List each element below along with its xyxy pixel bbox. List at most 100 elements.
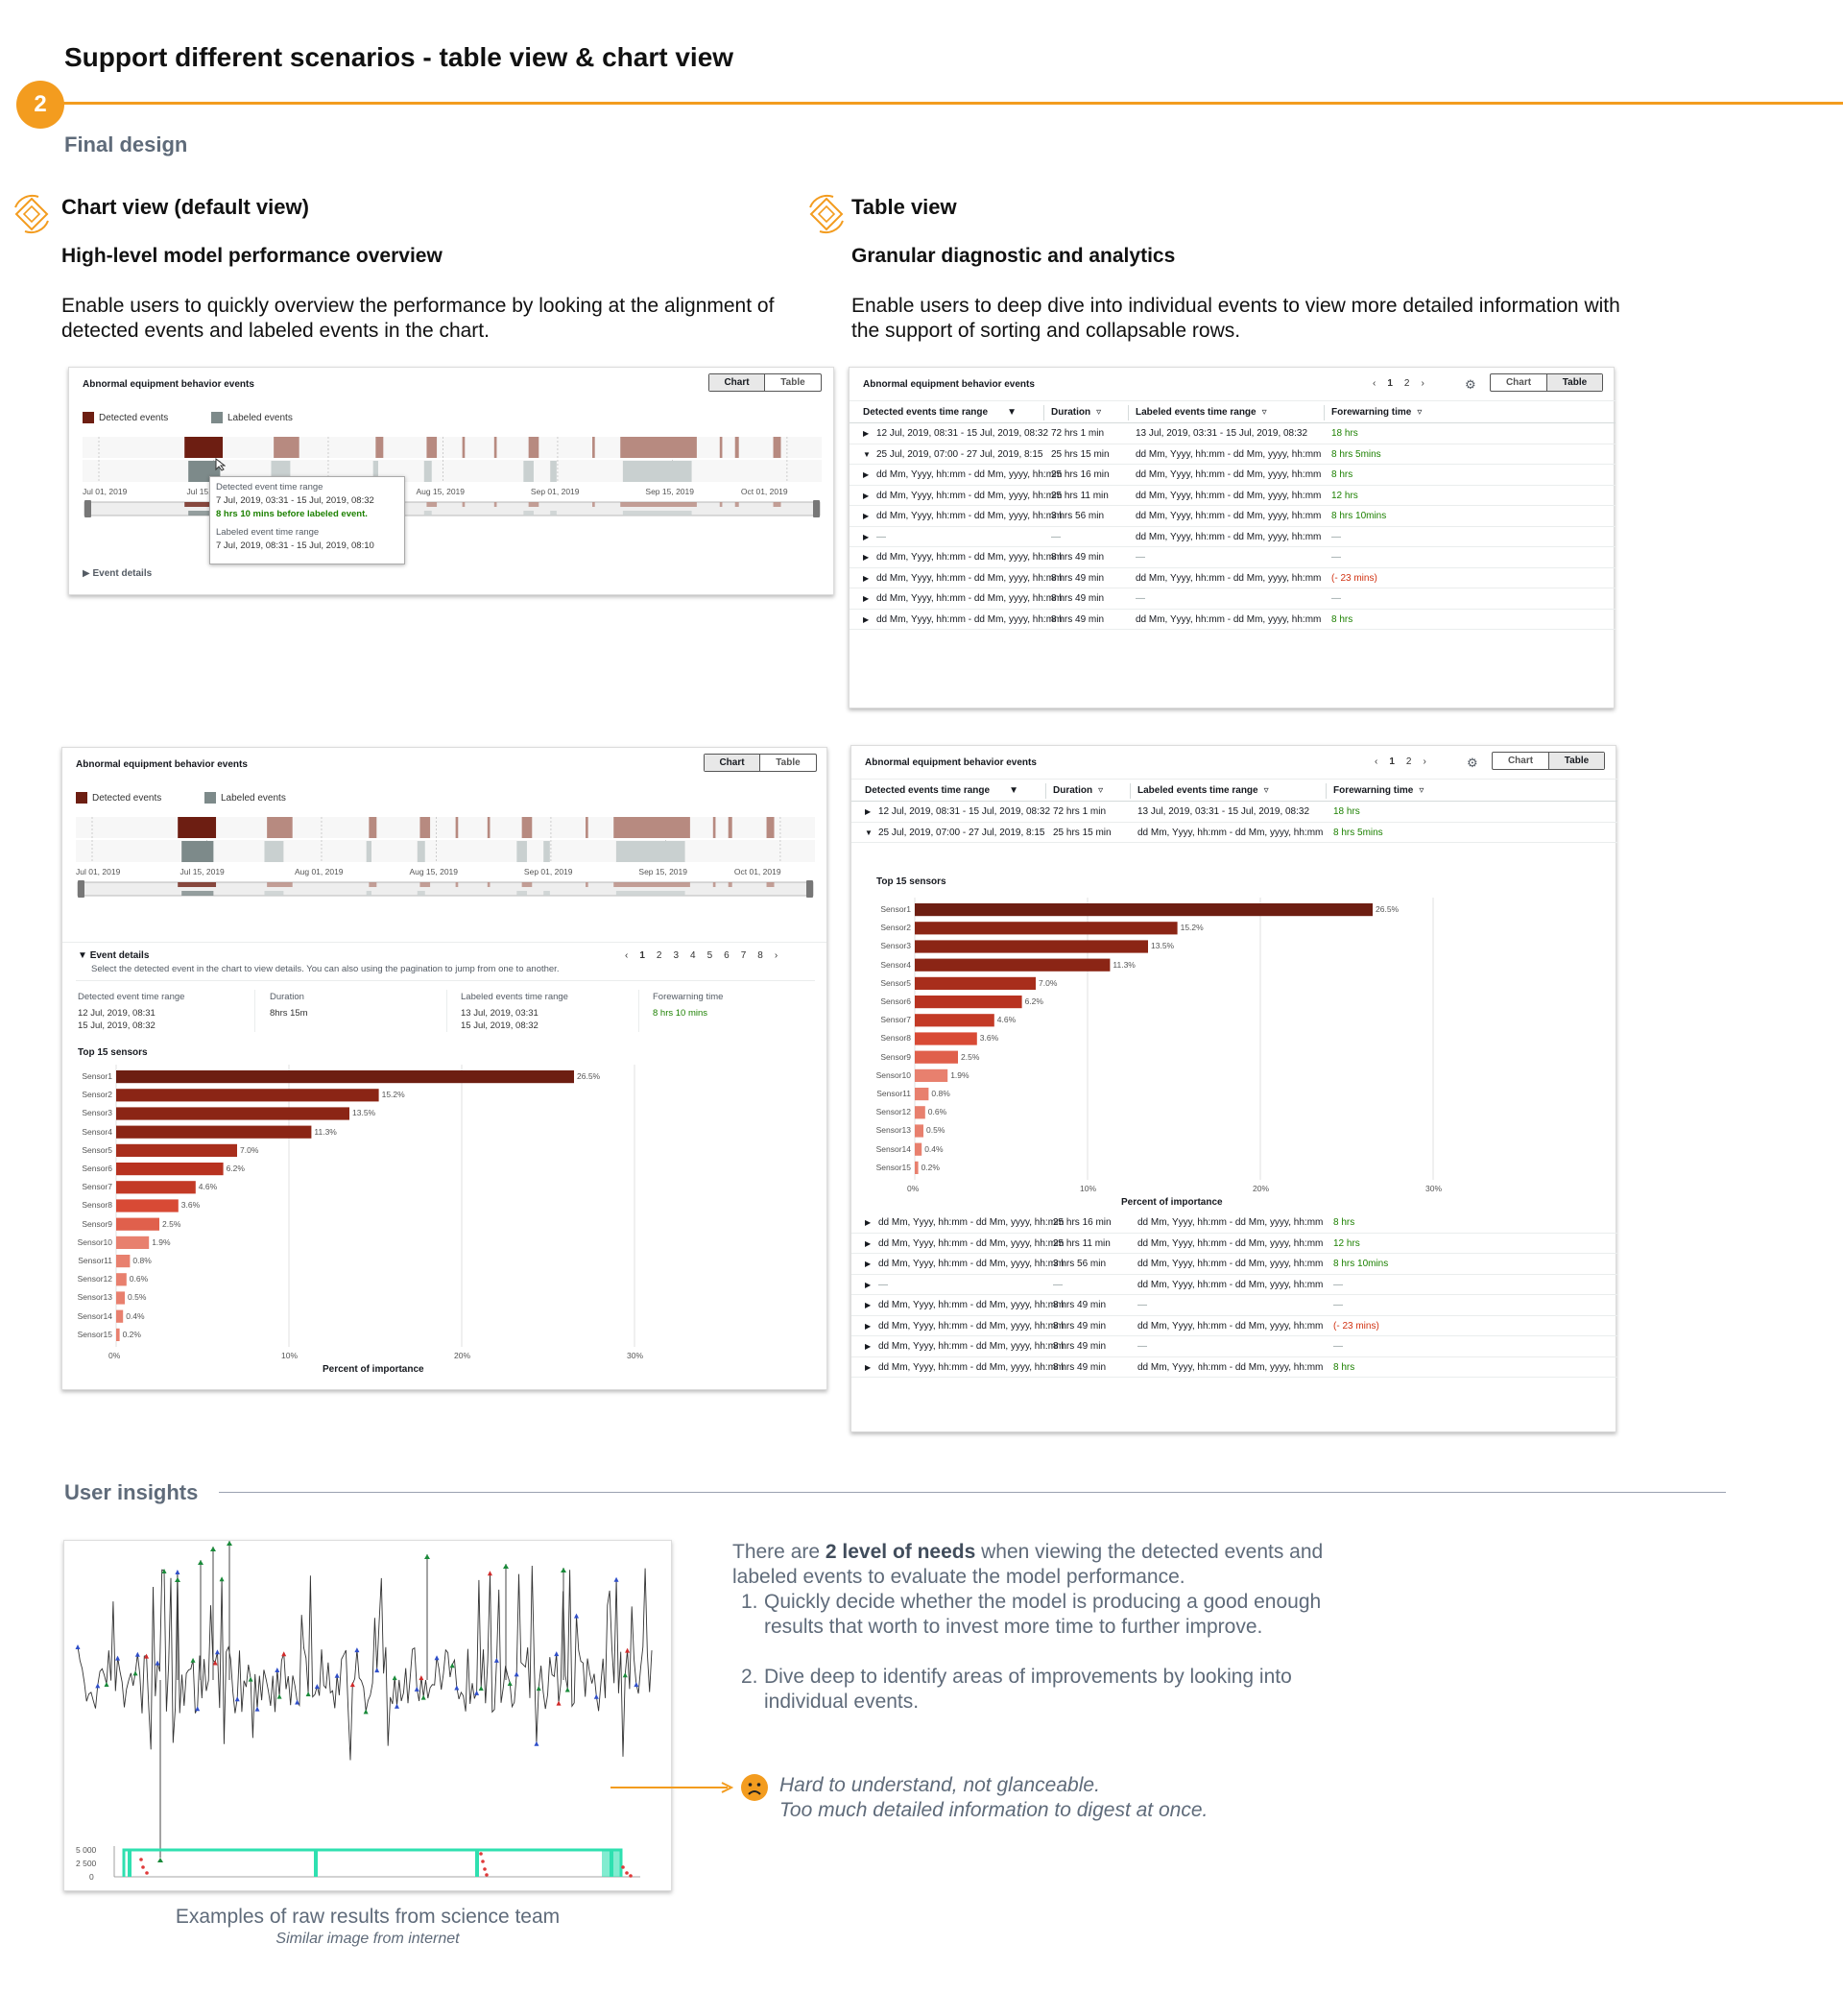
table-pagination[interactable]: ‹ 1 2 › [1375, 756, 1426, 767]
page-2[interactable]: 2 [1403, 378, 1410, 389]
detected-event-bar[interactable] [369, 817, 377, 838]
sort-icon[interactable]: ▿ [1417, 407, 1423, 418]
column-header[interactable]: Duration ▿ [1053, 785, 1104, 796]
table-row[interactable]: ▶ dd Mm, Yyyy, hh:mm - dd Mm, yyyy, hh:mm… [850, 506, 1616, 527]
page-2[interactable]: 2 [656, 950, 662, 961]
next-page-icon[interactable]: › [1423, 756, 1426, 767]
range-handle-right[interactable] [806, 880, 813, 898]
caret-right-icon[interactable]: ▶ [863, 491, 870, 500]
table-toggle-button[interactable]: Table [1548, 753, 1604, 769]
detected-event-bar[interactable] [586, 817, 588, 838]
column-header[interactable]: Forewarning time ▿ [1331, 407, 1423, 418]
labeled-event-bar[interactable] [523, 461, 534, 482]
detected-event-bar[interactable] [613, 817, 690, 838]
page-1[interactable]: 1 [1389, 756, 1395, 767]
chart-toggle-button[interactable]: Chart [705, 755, 760, 771]
detected-event-bar[interactable] [734, 437, 739, 458]
view-toggle[interactable]: Chart Table [708, 373, 822, 392]
table-row[interactable]: ▶ dd Mm, Yyyy, hh:mm - dd Mm, yyyy, hh:mm… [850, 588, 1616, 610]
column-header[interactable]: Labeled events time range ▿ [1137, 785, 1269, 796]
page-1[interactable]: 1 [639, 950, 645, 961]
labeled-event-bar[interactable] [550, 461, 557, 482]
next-page-icon[interactable]: › [1421, 378, 1424, 389]
table-row[interactable]: ▶ — — dd Mm, Yyyy, hh:mm - dd Mm, yyyy, hh:… [851, 1275, 1617, 1295]
range-handle-left[interactable] [78, 880, 84, 898]
sort-icon[interactable]: ▼ [1007, 407, 1017, 418]
detected-event-bar[interactable] [719, 437, 723, 458]
detected-event-bar[interactable] [712, 817, 716, 838]
detected-event-bar[interactable] [620, 437, 697, 458]
table-row[interactable]: ▶ 12 Jul, 2019, 08:31 - 15 Jul, 2019, 08:… [850, 423, 1616, 444]
labeled-event-bar[interactable] [423, 461, 432, 482]
caret-right-icon[interactable]: ▶ [865, 1280, 872, 1289]
range-handle-right[interactable] [813, 500, 820, 517]
table-row[interactable]: ▶ dd Mm, Yyyy, hh:mm - dd Mm, yyyy, hh:mm… [850, 465, 1616, 486]
caret-right-icon[interactable]: ▶ [863, 470, 870, 479]
labeled-event-bar[interactable] [372, 461, 378, 482]
detected-event-bar[interactable] [455, 817, 459, 838]
table-row[interactable]: ▶ dd Mm, Yyyy, hh:mm - dd Mm, yyyy, hh:mm… [851, 1212, 1617, 1234]
detected-event-bar[interactable] [462, 437, 466, 458]
table-toggle-button[interactable]: Table [1546, 374, 1602, 391]
page-3[interactable]: 3 [673, 950, 680, 961]
table-row[interactable]: ▶ 12 Jul, 2019, 08:31 - 15 Jul, 2019, 08:… [851, 802, 1617, 823]
caret-right-icon[interactable]: ▶ [865, 1301, 872, 1309]
detected-event-bar[interactable] [773, 437, 781, 458]
timeline-svg[interactable] [76, 817, 815, 932]
detected-event-bar[interactable] [419, 817, 431, 838]
column-header[interactable]: Detected events time range ▼ [865, 785, 1018, 796]
caret-right-icon[interactable]: ▶ [863, 512, 870, 520]
table-row[interactable]: ▶ dd Mm, Yyyy, hh:mm - dd Mm, yyyy, hh:mm… [850, 547, 1616, 568]
labeled-event-bar[interactable] [181, 841, 214, 862]
detected-event-bar[interactable] [521, 817, 533, 838]
table-row[interactable]: ▶ dd Mm, Yyyy, hh:mm - dd Mm, yyyy, hh:mm… [850, 610, 1616, 630]
page-5[interactable]: 5 [706, 950, 713, 961]
caret-right-icon[interactable]: ▶ [863, 553, 870, 562]
sort-icon[interactable]: ▼ [1009, 785, 1018, 796]
detected-event-bar[interactable] [528, 437, 539, 458]
caret-right-icon[interactable]: ▶ [863, 532, 870, 541]
view-toggle[interactable]: Chart Table [704, 754, 817, 772]
gear-icon[interactable]: ⚙ [1467, 756, 1478, 770]
labeled-event-bar[interactable] [622, 461, 692, 482]
chart-toggle-button[interactable]: Chart [1507, 756, 1534, 766]
page-7[interactable]: 7 [740, 950, 747, 961]
detected-event-bar[interactable] [274, 437, 299, 458]
page-6[interactable]: 6 [724, 950, 730, 961]
table-row[interactable]: ▶ dd Mm, Yyyy, hh:mm - dd Mm, yyyy, hh:mm… [851, 1316, 1617, 1336]
caret-right-icon[interactable]: ▶ [865, 1362, 872, 1372]
detected-event-bar[interactable] [487, 817, 491, 838]
detected-event-bar[interactable] [766, 817, 775, 838]
column-header[interactable]: Duration ▿ [1051, 407, 1102, 418]
detected-event-bar[interactable] [728, 817, 732, 838]
table-row[interactable]: ▶ dd Mm, Yyyy, hh:mm - dd Mm, yyyy, hh:mm… [851, 1234, 1617, 1254]
table-toggle-button[interactable]: Table [776, 757, 801, 768]
table-row[interactable]: ▶ dd Mm, Yyyy, hh:mm - dd Mm, yyyy, hh:mm… [851, 1336, 1617, 1357]
caret-right-icon[interactable]: ▶ [865, 807, 872, 816]
caret-right-icon[interactable]: ▶ [865, 1218, 872, 1227]
detected-event-bar[interactable] [493, 437, 497, 458]
column-header[interactable]: Labeled events time range ▿ [1136, 407, 1267, 418]
labeled-event-bar[interactable] [264, 841, 284, 862]
table-row[interactable]: ▶ dd Mm, Yyyy, hh:mm - dd Mm, yyyy, hh:mm… [851, 1357, 1617, 1378]
caret-right-icon[interactable]: ▶ [865, 1238, 872, 1248]
range-handle-left[interactable] [84, 500, 91, 517]
labeled-event-bar[interactable] [417, 841, 425, 862]
table-row[interactable]: ▶ dd Mm, Yyyy, hh:mm - dd Mm, yyyy, hh:mm… [851, 1254, 1617, 1275]
prev-page-icon[interactable]: ‹ [1373, 378, 1376, 389]
detected-event-bar[interactable] [592, 437, 595, 458]
details-pagination[interactable]: ‹ 1 2 3 4 5 6 7 8 › [625, 950, 778, 961]
table-pagination[interactable]: ‹ 1 2 › [1373, 378, 1424, 389]
gear-icon[interactable]: ⚙ [1465, 377, 1476, 392]
table-row[interactable]: ▶ dd Mm, Yyyy, hh:mm - dd Mm, yyyy, hh:mm… [851, 1295, 1617, 1316]
caret-right-icon[interactable]: ▶ [863, 429, 870, 438]
page-1[interactable]: 1 [1387, 378, 1393, 389]
page-8[interactable]: 8 [757, 950, 763, 961]
sort-icon[interactable]: ▿ [1261, 407, 1267, 418]
caret-right-icon[interactable]: ▶ [865, 1342, 872, 1351]
labeled-event-bar[interactable] [615, 841, 685, 862]
table-row[interactable]: ▼ 25 Jul, 2019, 07:00 - 27 Jul, 2019, 8:1… [850, 444, 1616, 465]
caret-right-icon[interactable]: ▶ [863, 614, 870, 624]
chart-toggle-button[interactable]: Chart [709, 374, 765, 391]
